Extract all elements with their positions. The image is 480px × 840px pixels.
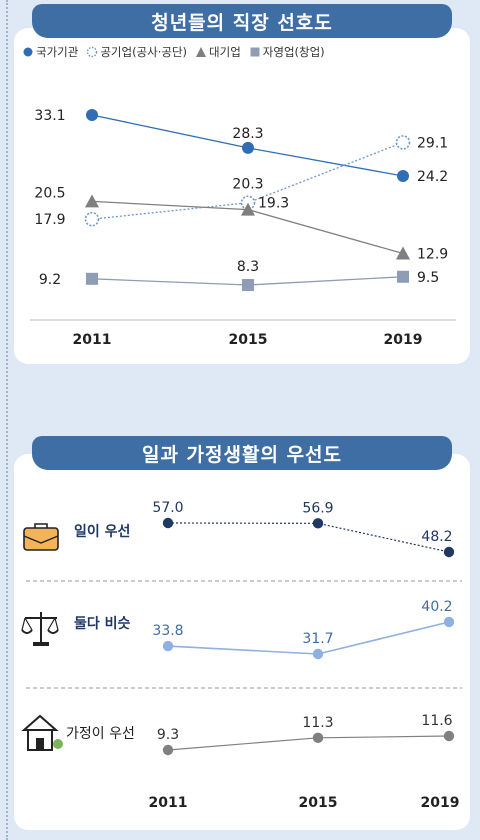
row-label-2: 둘다 비슷 [74, 616, 131, 632]
dotted-circle-marker-icon [87, 46, 98, 58]
value-label-s2-2: 20.3 [232, 177, 263, 193]
value-label-s1-3: 24.2 [417, 169, 448, 185]
house-door [36, 738, 44, 750]
value-label-s2-1: 17.9 [34, 212, 65, 228]
value-label-s1-2: 28.3 [232, 126, 263, 142]
top-chart-title: 청년들의 직장 선호도 [32, 4, 452, 38]
legend-item-4: 자영업(창업) [249, 44, 325, 60]
top-chart-panel [14, 28, 470, 364]
value-label-s1-1: 33.1 [34, 108, 65, 124]
house-roof [21, 714, 59, 731]
scale-strings [21, 617, 59, 631]
row-value-2-3: 40.2 [421, 599, 452, 615]
bottom-x-tick-1: 2011 [149, 795, 188, 811]
top-chart-legend: 국가기관 공기업(공사·공단) 대기업 자영업(창업) [22, 44, 325, 60]
point-s2-1 [84, 211, 100, 227]
scale-base [33, 642, 49, 646]
briefcase-icon [23, 523, 59, 551]
value-label-s3-2: 19.3 [258, 196, 289, 212]
row-value-2-1: 33.8 [152, 623, 183, 639]
legend-label-4: 자영업(창업) [262, 45, 325, 59]
top-x-tick-1: 2011 [73, 332, 112, 348]
row-point-3-1 [162, 744, 174, 756]
row-point-1-3 [443, 546, 455, 558]
legend-item-3: 대기업 [195, 44, 241, 60]
top-x-tick-3: 2019 [384, 332, 423, 348]
row-point-1-2 [312, 518, 324, 529]
point-s3-2 [241, 202, 255, 216]
bottom-chart-panel [14, 454, 470, 830]
value-label-s4-3: 9.5 [417, 270, 439, 286]
house-icon [21, 714, 63, 751]
point-s3-3 [396, 246, 410, 260]
row-line-3 [167, 735, 450, 751]
dotted-rule [6, 0, 8, 840]
row-value-2-2: 31.7 [302, 631, 333, 647]
point-s1-2 [242, 141, 254, 154]
briefcase-body [23, 527, 59, 551]
legend-label-1: 국가기관 [36, 45, 79, 59]
legend-label-3: 대기업 [209, 45, 241, 59]
row-point-2-3 [443, 616, 455, 628]
row-point-1-1 [162, 517, 174, 529]
square-marker-icon [250, 47, 260, 57]
bottom-x-tick-2: 2015 [299, 795, 338, 811]
row-line-1 [167, 522, 450, 553]
house-tree [53, 739, 63, 749]
triangle-marker-icon [196, 47, 207, 57]
bottom-x-tick-3: 2019 [421, 795, 460, 811]
row-value-1-3: 48.2 [421, 529, 452, 545]
value-label-s3-1: 20.5 [34, 185, 65, 201]
row-value-1-2: 56.9 [302, 500, 333, 516]
scale-pans [21, 629, 59, 634]
row-point-2-1 [162, 640, 174, 652]
value-label-s2-3: 29.1 [417, 135, 448, 151]
point-s1-1 [86, 109, 98, 121]
scale-icon [21, 612, 59, 646]
row-point-3-2 [312, 732, 324, 744]
point-s3-1 [85, 194, 99, 208]
legend-label-2: 공기업(공사·공단) [100, 45, 188, 59]
row-value-3-3: 11.6 [421, 713, 452, 729]
row-value-1-1: 57.0 [152, 500, 183, 516]
point-s4-3 [397, 270, 409, 283]
legend-item-1: 국가기관 [22, 44, 78, 60]
point-s4-2 [242, 279, 254, 291]
row-label-3: 가정이 우선 [66, 726, 135, 742]
row-value-3-2: 11.3 [302, 715, 333, 731]
circle-marker-icon [23, 47, 33, 57]
point-s4-1 [86, 272, 98, 285]
value-label-s4-2: 8.3 [237, 259, 259, 275]
legend-item-2: 공기업(공사·공단) [86, 44, 187, 60]
value-label-s3-3: 12.9 [417, 246, 448, 262]
bottom-chart-title: 일과 가정생활의 우선도 [32, 436, 452, 470]
point-s2-3 [395, 135, 411, 150]
row-value-3-1: 9.3 [157, 727, 179, 743]
row-point-3-3 [443, 730, 455, 742]
briefcase-handle [34, 523, 48, 528]
point-s1-3 [397, 170, 409, 183]
row-point-2-2 [312, 648, 324, 660]
row-label-1: 일이 우선 [74, 523, 130, 540]
top-x-tick-2: 2015 [229, 332, 268, 348]
briefcase-flap [23, 535, 59, 544]
value-label-s4-1: 9.2 [39, 272, 61, 288]
